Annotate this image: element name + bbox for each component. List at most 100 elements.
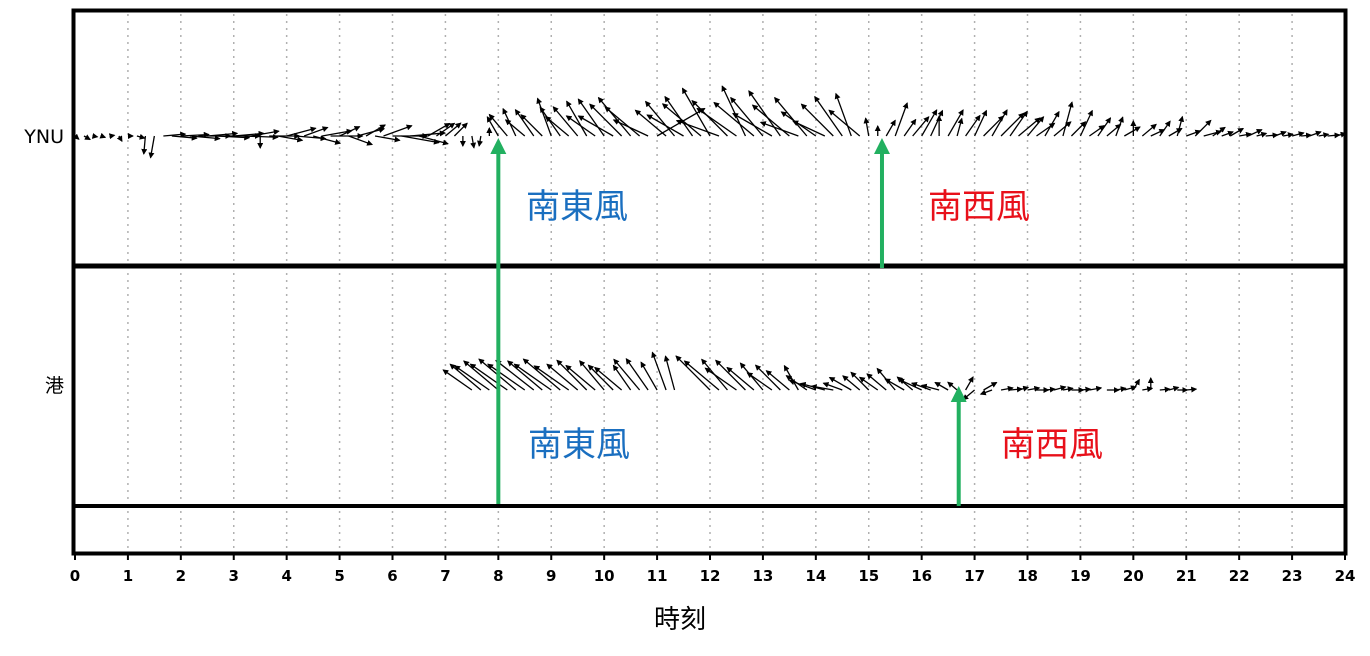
- wind-vector-ynu-42: [444, 122, 462, 137]
- wind-vector-port-75: [1168, 385, 1180, 392]
- wind-vector-port-40: [828, 376, 852, 391]
- wind-vector-ynu-137: [1282, 132, 1294, 139]
- wind-vector-port-51: [934, 381, 949, 391]
- wind-vector-ynu-2: [91, 133, 99, 139]
- wind-vector-ynu-31: [348, 135, 374, 146]
- wind-vector-ynu-95: [912, 116, 930, 137]
- wind-vector-ynu-101: [965, 114, 981, 137]
- wind-vector-port-66: [1080, 386, 1092, 393]
- wind-vector-ynu-89: [828, 109, 861, 137]
- wind-vector-ynu-127: [1194, 119, 1212, 137]
- wind-vector-ynu-104: [991, 109, 1008, 137]
- wind-vector-ynu-63: [597, 96, 632, 137]
- tick-label-13: 13: [752, 567, 773, 585]
- wind-vector-ynu-33: [365, 124, 386, 137]
- wind-vector-ynu-23: [277, 135, 304, 143]
- wind-vector-port-29: [726, 366, 755, 391]
- wind-vector-ynu-141: [1318, 132, 1330, 139]
- wind-vector-ynu-102: [973, 109, 988, 137]
- wind-vector-ynu-37: [401, 135, 440, 145]
- wind-vector-ynu-96: [921, 109, 938, 137]
- wind-vector-port-34: [783, 364, 799, 391]
- wind-vector-ynu-41: [436, 122, 456, 137]
- wind-vector-ynu-74: [691, 99, 728, 137]
- wind-vector-port-41: [842, 375, 861, 391]
- tick-label-12: 12: [700, 567, 721, 585]
- tick-label-18: 18: [1017, 567, 1038, 585]
- tick-label-0: 0: [70, 567, 80, 585]
- wind-vector-ynu-112: [1062, 101, 1074, 137]
- wind-vector-ynu-105: [1000, 112, 1025, 137]
- wind-vector-port-56: [979, 389, 993, 396]
- wind-vector-port-8: [507, 360, 543, 391]
- wind-vector-ynu-93: [894, 102, 909, 137]
- tick-label-17: 17: [964, 567, 985, 585]
- wind-vector-ynu-59: [565, 115, 596, 137]
- wind-vector-ynu-136: [1274, 130, 1287, 137]
- tick-label-10: 10: [594, 567, 615, 585]
- wind-vector-port-63: [1053, 385, 1067, 392]
- wind-vector-ynu-54: [536, 97, 552, 137]
- wind-vector-ynu-119: [1124, 126, 1141, 137]
- wind-vector-ynu-8: [141, 135, 148, 155]
- wind-vector-ynu-67: [634, 109, 667, 137]
- wind-vector-ynu-92: [885, 119, 896, 137]
- wind-vector-ynu-9: [148, 135, 156, 159]
- wind-vector-ynu-49: [488, 113, 508, 137]
- wind-vector-port-54: [962, 389, 976, 401]
- wind-vector-port-6: [487, 363, 526, 391]
- wind-vector-ynu-110: [1044, 110, 1060, 137]
- wind-vector-ynu-83: [774, 96, 808, 137]
- wind-vector-ynu-133: [1247, 129, 1263, 137]
- wind-vector-ynu-131: [1229, 127, 1245, 137]
- wind-vector-ynu-28: [322, 128, 353, 137]
- tick-label-2: 2: [176, 567, 186, 585]
- tick-label-5: 5: [334, 567, 344, 585]
- wind-vector-ynu-79: [732, 112, 773, 137]
- annotation-port-southeast: 南東風: [528, 425, 630, 465]
- wind-vector-port-16: [587, 364, 614, 391]
- wind-vector-ynu-75: [696, 107, 737, 137]
- wind-vector-ynu-53: [520, 114, 543, 137]
- wind-vector-ynu-88: [834, 92, 852, 137]
- wind-vector-port-67: [1089, 385, 1103, 392]
- tick-label-24: 24: [1335, 567, 1356, 585]
- wind-vector-ynu-30: [339, 126, 361, 137]
- wind-vector-port-13: [556, 359, 588, 391]
- wind-vector-ynu-140: [1309, 130, 1322, 137]
- wind-vector-ynu-100: [956, 117, 964, 137]
- wind-vector-ynu-76: [721, 85, 747, 137]
- wind-vector-ynu-130: [1221, 130, 1234, 137]
- wind-vector-ynu-15: [207, 130, 239, 137]
- x-axis-label: 時刻: [654, 605, 706, 635]
- wind-vector-port-33: [765, 370, 790, 391]
- wind-annotations: 南東風 南西風 南東風 南西風: [526, 187, 1103, 465]
- wind-vector-ynu-10: [163, 131, 187, 138]
- wind-vector-ynu-78: [730, 96, 764, 137]
- wind-vector-ynu-111: [1053, 121, 1072, 137]
- wind-vector-port-77: [1186, 386, 1198, 393]
- wind-vector-port-64: [1062, 386, 1074, 393]
- wind-vector-ynu-3: [99, 132, 107, 139]
- wind-vector-ynu-77: [713, 101, 755, 137]
- tick-label-21: 21: [1176, 567, 1197, 585]
- tick-label-16: 16: [911, 567, 932, 585]
- wind-vector-port-32: [754, 364, 781, 391]
- wind-vector-ynu-56: [544, 116, 570, 137]
- wind-vector-ynu-43: [453, 122, 468, 137]
- wind-vector-ynu-45: [470, 135, 477, 149]
- wind-vector-ynu-20: [251, 129, 280, 137]
- row-labels: YNU 港: [23, 126, 64, 397]
- wind-vector-port-15: [579, 360, 605, 391]
- wind-vector-port-10: [522, 358, 561, 391]
- wind-vector-ynu-34: [374, 135, 401, 143]
- tick-label-1: 1: [123, 567, 133, 585]
- tick-label-8: 8: [493, 567, 503, 585]
- wind-vector-port-14: [565, 364, 596, 391]
- wind-vector-ynu-116: [1097, 117, 1112, 137]
- wind-vector-port-12: [546, 363, 579, 391]
- wind-vector-ynu-106: [1009, 110, 1028, 137]
- wind-vector-ynu-40: [427, 122, 451, 137]
- wind-vector-port-74: [1159, 386, 1171, 393]
